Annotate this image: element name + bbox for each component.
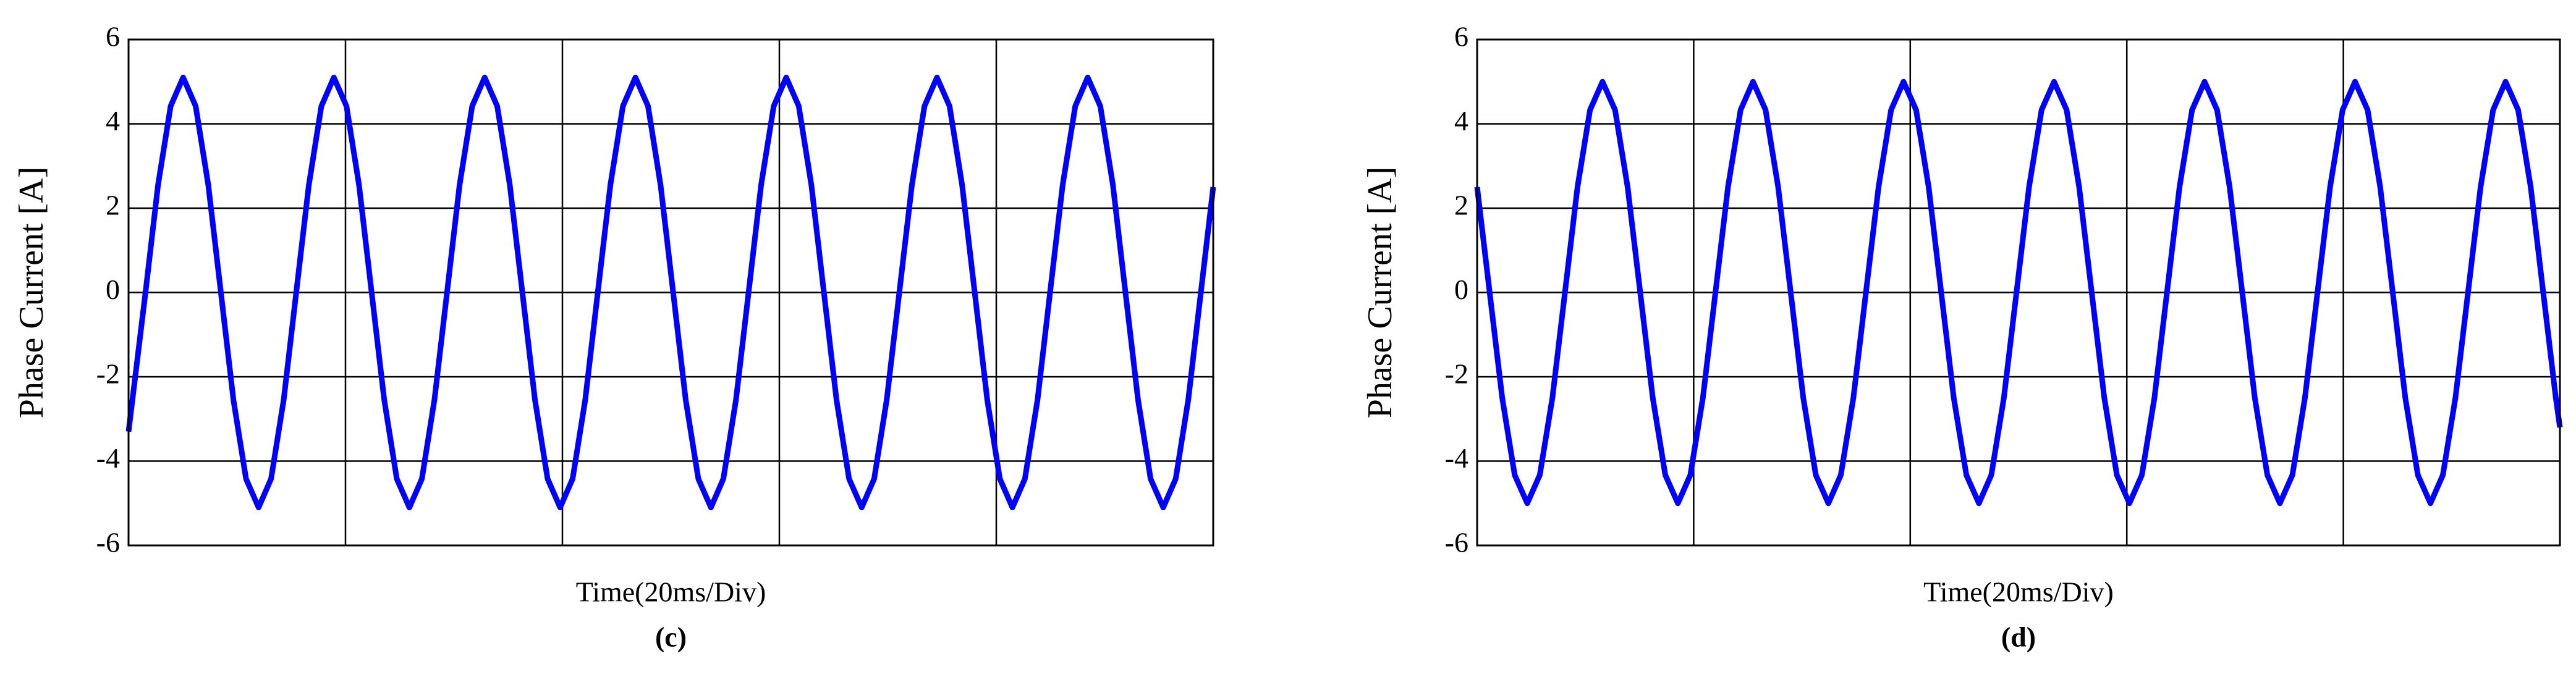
y-tick-label: 0 xyxy=(1454,274,1468,305)
current-line xyxy=(1474,78,2563,507)
plot-frame xyxy=(1476,38,2561,547)
y-tick-label: -4 xyxy=(96,442,120,474)
y-tick-label: 4 xyxy=(1454,105,1468,137)
x-axis-label: Time(20ms/Div) xyxy=(576,576,766,608)
current-line xyxy=(125,74,1216,511)
y-tick-label: -6 xyxy=(96,527,120,558)
y-tick-label: -4 xyxy=(1445,442,1468,474)
plot-frame xyxy=(127,38,1214,547)
y-axis-label: Phase Current [A] xyxy=(1361,167,1399,418)
y-tick-label: 2 xyxy=(106,190,120,221)
y-tick-label: 2 xyxy=(1454,190,1468,221)
y-tick-label: -2 xyxy=(1445,358,1468,390)
y-tick-label: 6 xyxy=(106,21,120,53)
y-axis-label: Phase Current [A] xyxy=(12,167,51,418)
y-tick-label: 4 xyxy=(106,105,120,137)
y-tick-label: 0 xyxy=(106,274,120,305)
y-tick-label: 6 xyxy=(1454,21,1468,53)
x-axis-label: Time(20ms/Div) xyxy=(1923,576,2114,608)
y-tick-label: -2 xyxy=(96,358,120,390)
caption: (d) xyxy=(2001,621,2036,653)
y-tick-label: -6 xyxy=(1445,527,1468,558)
caption: (c) xyxy=(655,621,687,653)
